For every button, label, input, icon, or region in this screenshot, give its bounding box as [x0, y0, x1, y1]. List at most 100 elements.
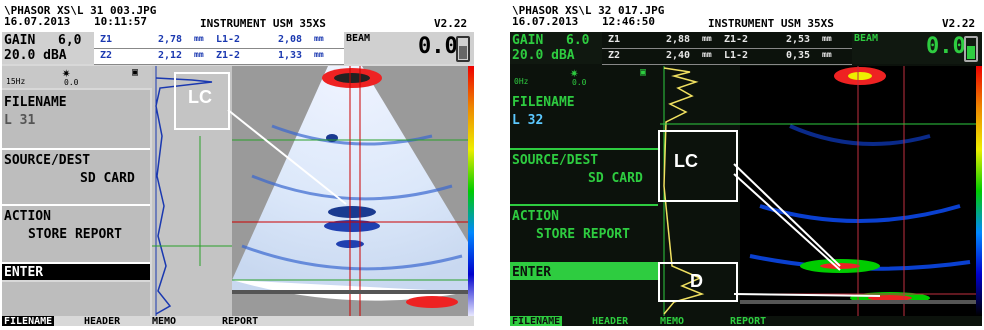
meas-value: 2,12: [158, 50, 183, 61]
meas-name: L1-2: [724, 50, 749, 61]
callout-pointers: [733, 163, 881, 297]
beam-value: 0.0: [926, 34, 966, 59]
header-bar: \PHASOR XS\L 31 003.JPG 16.07.2013 10:11…: [2, 4, 474, 32]
meas-value: 2,78: [158, 34, 183, 45]
gain-step: 6.0: [566, 33, 590, 48]
meas-value: 2,88: [666, 34, 691, 45]
tab-filename[interactable]: FILENAME: [510, 316, 563, 326]
menu-item-source-dest[interactable]: SOURCE/DEST SD CARD: [510, 150, 658, 206]
meas-unit: mm: [822, 50, 832, 59]
gain-panel[interactable]: GAIN 6.0 20.0 dBA: [510, 32, 602, 64]
beam-value: 0.0: [418, 34, 458, 59]
menu-item-source-dest[interactable]: SOURCE/DEST SD CARD: [2, 150, 150, 206]
meas-name: L1-2: [216, 34, 241, 45]
a-scan-panel: [152, 66, 232, 316]
measurement-row: Z2 2,40 mm L1-2 0,35 mm: [602, 48, 852, 65]
tab-filename[interactable]: FILENAME: [2, 316, 55, 326]
callout-label: LC: [188, 87, 212, 107]
freq-value: 0.0: [64, 78, 79, 87]
freq-bar: 15Hz ✷ 0.0 ▣: [2, 66, 152, 88]
gain-value: 20.0 dBA: [512, 48, 575, 63]
meas-unit: mm: [314, 34, 324, 43]
menu-title: FILENAME: [512, 95, 575, 110]
menu-value: SD CARD: [80, 171, 135, 186]
tab-memo[interactable]: MEMO: [152, 316, 177, 326]
left-instrument-screen: \PHASOR XS\L 31 003.JPG 16.07.2013 10:11…: [2, 4, 474, 326]
sector-scan: [740, 66, 976, 316]
gain-label: GAIN: [4, 33, 36, 48]
meas-unit: mm: [194, 50, 204, 59]
freq-bar: 0Hz ✷ 0.0 ▣: [510, 66, 660, 88]
menu-title: ACTION: [512, 209, 559, 224]
instrument-name: INSTRUMENT USM 35XS: [708, 17, 834, 30]
tab-header[interactable]: HEADER: [84, 316, 121, 326]
s-scan-image: [232, 66, 468, 316]
footer-tabs: FILENAME HEADER MEMO REPORT: [2, 316, 474, 326]
version: V2.22: [434, 17, 468, 30]
freq-label: 0Hz: [514, 77, 529, 86]
freq-label: 15Hz: [6, 77, 26, 86]
callout-label: LC: [674, 151, 698, 171]
callout-lc: LC: [174, 72, 230, 130]
a-scan-trace: [660, 66, 740, 316]
beam-label: BEAM: [346, 33, 371, 44]
menu-value: SD CARD: [588, 171, 643, 186]
menu-item-action[interactable]: ACTION STORE REPORT: [2, 206, 150, 264]
menu-title: SOURCE/DEST: [512, 153, 599, 168]
instrument-name: INSTRUMENT USM 35XS: [200, 17, 326, 30]
sector-scan: [232, 66, 468, 316]
sun-icon: ✷: [570, 65, 579, 81]
tab-memo[interactable]: MEMO: [660, 316, 685, 326]
meas-name: Z2: [608, 50, 621, 61]
menu-title: ENTER: [512, 265, 552, 280]
a-scan-panel: [660, 66, 740, 316]
meas-unit: mm: [702, 50, 712, 59]
tab-report[interactable]: REPORT: [222, 316, 259, 326]
color-scale-bar: [976, 66, 982, 316]
file-path: \PHASOR XS\L 32 017.JPG: [512, 4, 665, 17]
menu-item-filename[interactable]: FILENAME L 31: [2, 90, 150, 150]
meas-name: Z1-2: [216, 50, 241, 61]
battery-icon: [456, 36, 470, 62]
meas-value: 2,53: [786, 34, 811, 45]
callout-d: D: [658, 262, 738, 302]
meas-value: 2,08: [278, 34, 303, 45]
gain-value: 20.0 dBA: [4, 48, 67, 63]
time: 10:11:57: [94, 15, 147, 28]
meas-unit: mm: [822, 34, 832, 43]
gain-label: GAIN: [512, 33, 544, 48]
save-icon: ▣: [640, 67, 647, 78]
header-bar: \PHASOR XS\L 32 017.JPG 16.07.2013 12:46…: [510, 4, 982, 32]
meas-name: Z1-2: [724, 34, 749, 45]
sun-icon: ✷: [62, 65, 71, 81]
menu-title: FILENAME: [4, 95, 67, 110]
save-icon: ▣: [132, 67, 139, 78]
menu-value: L 32: [512, 113, 544, 128]
menu-panel: 0Hz ✷ 0.0 ▣ FILENAME L 32 SOURCE/DEST SD…: [510, 66, 660, 316]
measurement-table: Z1 2,88 mm Z1-2 2,53 mm Z2 2,40 mm L1-2 …: [602, 32, 852, 65]
battery-icon: [964, 36, 978, 62]
menu-item-enter[interactable]: ENTER: [510, 264, 658, 280]
gain-panel[interactable]: GAIN 6,0 20.0 dBA: [2, 32, 94, 64]
measurement-row: Z2 2,12 mm Z1-2 1,33 mm: [94, 48, 344, 65]
callout-pointer: [227, 109, 347, 205]
meas-unit: mm: [702, 34, 712, 43]
s-scan-image: [740, 66, 976, 316]
meas-name: Z1: [100, 34, 113, 45]
menu-item-enter[interactable]: ENTER: [2, 264, 150, 280]
beam-panel: BEAM 0.0: [852, 32, 982, 64]
beam-label: BEAM: [854, 33, 879, 44]
tab-report[interactable]: REPORT: [730, 316, 767, 326]
right-instrument-screen: \PHASOR XS\L 32 017.JPG 16.07.2013 12:46…: [510, 4, 982, 326]
date: 16.07.2013: [512, 15, 579, 28]
measurement-row: Z1 2,88 mm Z1-2 2,53 mm: [602, 32, 852, 49]
menu-value: L 31: [4, 113, 36, 128]
menu-item-filename[interactable]: FILENAME L 32: [510, 90, 658, 150]
footer-tabs: FILENAME HEADER MEMO REPORT: [510, 316, 982, 326]
tab-header[interactable]: HEADER: [592, 316, 629, 326]
date: 16.07.2013: [4, 15, 71, 28]
callout-label: D: [690, 271, 703, 291]
menu-item-action[interactable]: ACTION STORE REPORT: [510, 206, 658, 264]
freq-value: 0.0: [572, 78, 587, 87]
file-path: \PHASOR XS\L 31 003.JPG: [4, 4, 157, 17]
